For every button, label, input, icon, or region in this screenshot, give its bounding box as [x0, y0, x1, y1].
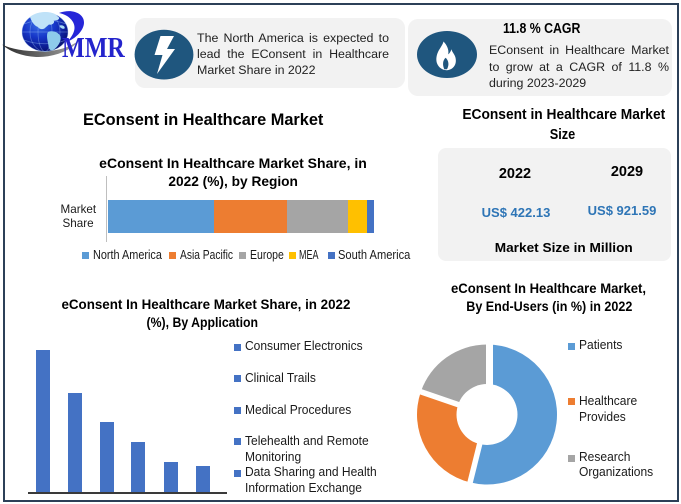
svg-text:MMR: MMR: [62, 31, 125, 64]
